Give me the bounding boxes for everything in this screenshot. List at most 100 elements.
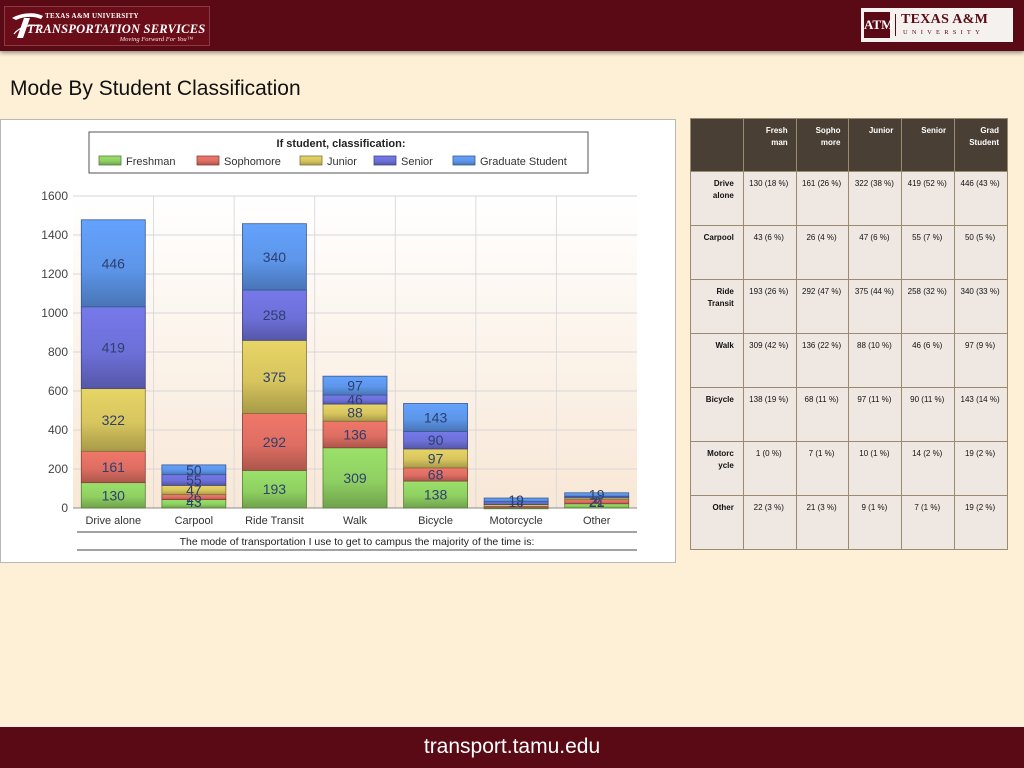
logo-tagline-text: Moving Forward For You™ [119,36,193,43]
footer-url[interactable]: transport.tamu.edu [423,735,601,758]
table-cell: 161 (26 %) [795,171,850,226]
header-bar: TEXAS A&M UNIVERSITY TRANSPORTATION SERV… [0,0,1024,51]
table-cell: 68 (11 %) [795,387,850,442]
table-cell: 138 (19 %) [742,387,797,442]
y-tick-label: 200 [48,462,68,476]
table-cell: 309 (42 %) [742,333,797,388]
table-row-header: Carpool [690,225,744,280]
data-label: 7 [593,489,601,505]
data-label: 143 [424,409,448,425]
y-tick-label: 0 [61,501,68,515]
data-label: 375 [263,369,287,385]
table-row: Bicycle 138 (19 %) 68 (11 %) 97 (11 %) 90 (1… [690,387,1008,442]
table-row: Motorc ycle 1 (0 %) 7 (1 %) 10 (1 %) 14 (2 %… [690,441,1008,496]
legend-swatch [452,155,476,166]
bar-segment [242,223,307,291]
bar-segment [242,289,307,341]
table-row: Carpool 43 (6 %) 26 (4 %) 47 (6 %) 55 (7 %) 5… [690,225,1008,280]
legend-label: Sophomore [224,156,281,168]
table-cell: 46 (6 %) [901,333,956,388]
table-body: Drive alone 130 (18 %) 161 (26 %) 322 (38 %… [690,171,1008,550]
legend-label: Freshman [126,156,176,168]
x-tick-label: Ride Transit [245,515,304,527]
x-tick-label: Carpool [175,515,214,527]
table-cell: 1 (0 %) [742,441,797,496]
table-cell: 193 (26 %) [742,279,797,334]
table-cell: 55 (7 %) [901,225,956,280]
bar-segment [161,464,227,476]
stacked-bar-chart: 0 200 400 600 800 1000 1200 1400 1600 130 161 322 41… [41,131,637,551]
data-label: 136 [343,426,367,442]
table-row: Drive alone 130 (18 %) 161 (26 %) 322 (38 %… [690,171,1008,226]
table-row-header: Drive alone [690,171,744,226]
data-label: 446 [102,255,126,271]
table-cell: 21 (3 %) [795,495,850,550]
data-label: 19 [508,492,524,508]
data-label: 292 [263,434,287,450]
table-row: Walk 309 (42 %) 136 (22 %) 88 (10 %) 46 (6 %… [690,333,1008,388]
data-label: 340 [263,249,287,265]
logo-service-text: TRANSPORTATION SERVICES [27,22,206,36]
transportation-services-logo[interactable]: TEXAS A&M UNIVERSITY TRANSPORTATION SERV… [4,6,210,46]
bar-segment [322,447,388,509]
data-label: 90 [428,432,444,448]
bar-segment [80,306,146,389]
footer-bar: transport.tamu.edu [0,727,1024,768]
table-cell: 22 (3 %) [742,495,797,550]
bar-segment [403,403,468,432]
bar-segment [564,492,630,497]
legend-title: If student, classification: [277,138,406,150]
table-cell: 50 (5 %) [954,225,1008,280]
table-cell: 97 (11 %) [848,387,903,442]
y-tick-label: 1000 [41,306,68,320]
data-label: 130 [102,487,126,503]
data-label: 46 [347,392,363,408]
bar-segment [80,388,146,452]
y-tick-label: 600 [48,384,68,398]
bar-segment [403,480,468,509]
y-tick-label: 800 [48,345,68,359]
tamu-t-swoosh-icon [12,13,43,38]
legend-swatch [299,155,323,166]
atm-emblem-icon: ATM [864,12,893,38]
logo-university-text: TEXAS A&M UNIVERSITY [45,12,139,20]
bar-segment [242,339,307,414]
table-row-header: Ride Transit [690,279,744,334]
table-cell: 88 (10 %) [848,333,903,388]
data-label: 309 [343,470,367,486]
table-cell: 97 (9 %) [954,333,1008,388]
data-label: 50 [186,462,202,478]
table-row-header: Motorc ycle [690,441,744,496]
table-cell: 130 (18 %) [742,171,797,226]
y-tick-label: 1400 [41,228,68,242]
table-cell: 7 (1 %) [795,441,850,496]
table-cell: 43 (6 %) [742,225,797,280]
data-label: 55 [186,472,202,488]
classification-data-table: Fresh man Sopho more Junior Senior Grad Stud… [690,118,1008,550]
x-tick-label: Walk [343,515,368,527]
bar-segment [242,413,307,471]
data-label: 161 [102,459,126,475]
data-label: 322 [102,412,126,428]
table-cell: 419 (52 %) [901,171,956,226]
logo-name-text: TEXAS A&M [901,12,989,27]
legend-label: Senior [401,156,433,168]
legend-box [88,131,589,174]
x-tick-label: Motorcycle [490,515,543,527]
logo-sub-text: UNIVERSITY [903,29,984,36]
texas-am-university-logo[interactable]: ATM TEXAS A&M UNIVERSITY [861,8,1013,42]
page-title: Mode By Student Classification [10,77,301,100]
x-axis-title: The mode of transportation I use to get … [180,536,535,548]
table-row-header: Bicycle [690,387,744,442]
table-header-cell: Senior [901,118,956,172]
legend-swatch [196,155,220,166]
legend-label: Junior [327,156,357,168]
data-label: 97 [347,378,363,394]
data-label: 97 [428,450,444,466]
data-label: 258 [263,307,287,323]
data-label: 47 [186,482,202,498]
data-label: 68 [428,466,444,482]
x-tick-label: Other [583,515,611,527]
table-header-cell: Grad Student [954,118,1008,172]
table-header-cell [690,118,744,172]
